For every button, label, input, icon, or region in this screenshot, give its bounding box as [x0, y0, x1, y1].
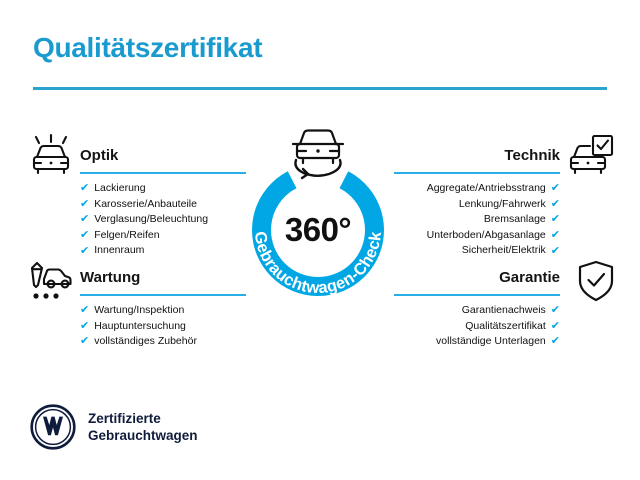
check-icon: ✔: [80, 213, 90, 226]
section-optik-header: Optik: [80, 146, 246, 174]
shield-check-icon: [572, 259, 620, 303]
section-technik-list: ✔ Aggregate/Antriebsstrang ✔ Lenkung/Fahrwe…: [394, 181, 560, 259]
section-garantie-title: Garantie: [499, 269, 560, 286]
checklist-item-label: Lackierung: [94, 182, 146, 194]
checklist-item: ✔ Qualitätszertifikat: [394, 319, 560, 335]
checklist-item-label: Lenkung/Fahrwerk: [458, 197, 546, 210]
check-icon: ✔: [80, 304, 90, 317]
checklist-item-label: Karosserie/Anbauteile: [94, 197, 197, 210]
section-optik-list: ✔ Lackierung ✔ Karosserie/Anbauteile ✔ Vergla…: [80, 181, 246, 259]
checklist-item-label: vollständiges Zubehör: [94, 335, 197, 348]
section-technik-title: Technik: [504, 147, 560, 164]
vw-wordmark: Zertifizierte Gebrauchtwagen: [88, 411, 198, 443]
checklist-item: ✔ Wartung/Inspektion: [80, 303, 246, 319]
page-title: Qualitätszertifikat: [33, 32, 263, 63]
car-service-pen-icon: [27, 259, 75, 303]
badge-ring: Gebrauchtwagen-Check: [251, 155, 385, 297]
section-wartung-underline: [80, 294, 246, 296]
checklist-item-label: Aggregate/Antriebsstrang: [426, 182, 546, 194]
checklist-item: ✔ Innenraum: [80, 243, 246, 259]
check-icon: ✔: [80, 182, 90, 195]
checklist-item: ✔ Hauptuntersuchung: [80, 319, 246, 335]
section-technik-underline: [394, 172, 560, 174]
checklist-item: ✔ Unterboden/Abgasanlage: [394, 228, 560, 244]
car-front-shine-icon: [27, 133, 75, 177]
360-check-badge: Gebrauchtwagen-Check: [238, 150, 398, 310]
checklist-item: ✔ Bremsanlage: [394, 212, 560, 228]
checklist-item-label: vollständige Unterlagen: [436, 335, 546, 348]
checklist-item-label: Wartung/Inspektion: [94, 304, 185, 316]
check-icon: ✔: [550, 335, 560, 348]
section-technik-header: Technik: [394, 146, 560, 174]
checklist-item-label: Garantienachweis: [461, 304, 546, 316]
section-garantie-underline: [394, 294, 560, 296]
section-optik-title: Optik: [80, 147, 119, 164]
section-wartung-header: Wartung: [80, 268, 246, 296]
section-garantie-list: ✔ Garantienachweis ✔ Qualitätszertifikat ✔ vo…: [394, 303, 560, 350]
checklist-item-label: Unterboden/Abgasanlage: [426, 228, 546, 241]
section-wartung: Wartung ✔ Wartung/Inspektion ✔ Hauptuntersu…: [80, 268, 246, 350]
check-icon: ✔: [80, 229, 90, 242]
check-icon: ✔: [80, 319, 90, 332]
checklist-item-label: Felgen/Reifen: [94, 228, 160, 241]
vw-logo: [30, 404, 76, 450]
checklist-item-label: Qualitätszertifikat: [465, 319, 546, 332]
check-icon: ✔: [80, 244, 90, 257]
checklist-item: ✔ vollständige Unterlagen: [394, 334, 560, 350]
section-technik: Technik ✔ Aggregate/Antriebsstrang ✔ Lenkun…: [394, 146, 560, 259]
checklist-item: ✔ Lackierung: [80, 181, 246, 197]
section-wartung-title: Wartung: [80, 269, 141, 286]
car-front-rotate-icon: [282, 124, 354, 186]
check-icon: ✔: [550, 182, 560, 195]
section-optik-underline: [80, 172, 246, 174]
check-icon: ✔: [550, 229, 560, 242]
section-wartung-list: ✔ Wartung/Inspektion ✔ Hauptuntersuchung ✔ vo…: [80, 303, 246, 350]
title-divider: [33, 87, 607, 90]
check-icon: ✔: [80, 197, 90, 210]
check-icon: ✔: [550, 213, 560, 226]
checklist-item: ✔ Sicherheit/Elektrik: [394, 243, 560, 259]
check-icon: ✔: [550, 319, 560, 332]
check-icon: ✔: [550, 197, 560, 210]
checklist-item: ✔ Lenkung/Fahrwerk: [394, 197, 560, 213]
checklist-item-label: Verglasung/Beleuchtung: [94, 213, 209, 226]
checklist-item: ✔ vollständiges Zubehör: [80, 334, 246, 350]
checklist-item: ✔ Aggregate/Antriebsstrang: [394, 181, 560, 197]
section-garantie: Garantie ✔ Garantienachweis ✔ Qualitätszert…: [394, 268, 560, 350]
check-icon: ✔: [550, 304, 560, 317]
checklist-item: ✔ Garantienachweis: [394, 303, 560, 319]
checklist-item-label: Hauptuntersuchung: [94, 319, 186, 332]
checklist-item: ✔ Felgen/Reifen: [80, 228, 246, 244]
checklist-item-label: Sicherheit/Elektrik: [461, 244, 546, 257]
check-icon: ✔: [550, 244, 560, 257]
checklist-item: ✔ Karosserie/Anbauteile: [80, 197, 246, 213]
checklist-item: ✔ Verglasung/Beleuchtung: [80, 212, 246, 228]
section-optik: Optik ✔ Lackierung ✔ Karosserie/Anbauteile ✔…: [80, 146, 246, 259]
checklist-item-label: Bremsanlage: [483, 213, 546, 226]
vw-brand-lockup: Zertifizierte Gebrauchtwagen: [30, 404, 198, 450]
checklist-item-label: Innenraum: [94, 244, 145, 257]
car-front-checkbox-icon: [566, 133, 614, 177]
check-icon: ✔: [80, 335, 90, 348]
section-garantie-header: Garantie: [394, 268, 560, 296]
